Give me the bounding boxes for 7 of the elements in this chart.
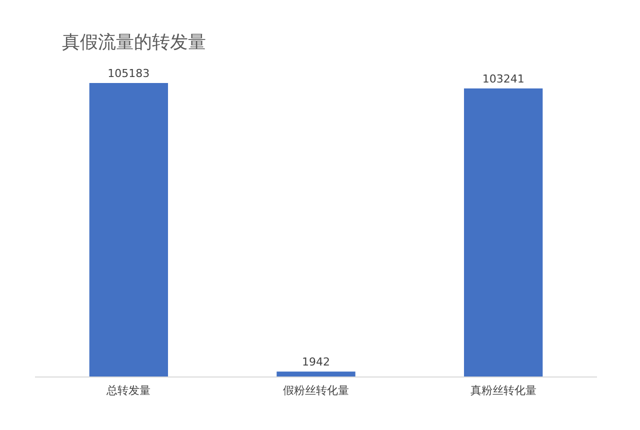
chart-title: 真假流量的转发量: [62, 32, 206, 53]
x-tick-label: 真粉丝转化量: [470, 384, 536, 397]
data-label: 103241: [482, 72, 524, 86]
data-label: 1942: [302, 356, 330, 369]
x-tick-label: 总转发量: [106, 384, 151, 397]
x-tick-label: 假粉丝转化量: [283, 384, 349, 397]
data-label: 105183: [108, 67, 150, 80]
